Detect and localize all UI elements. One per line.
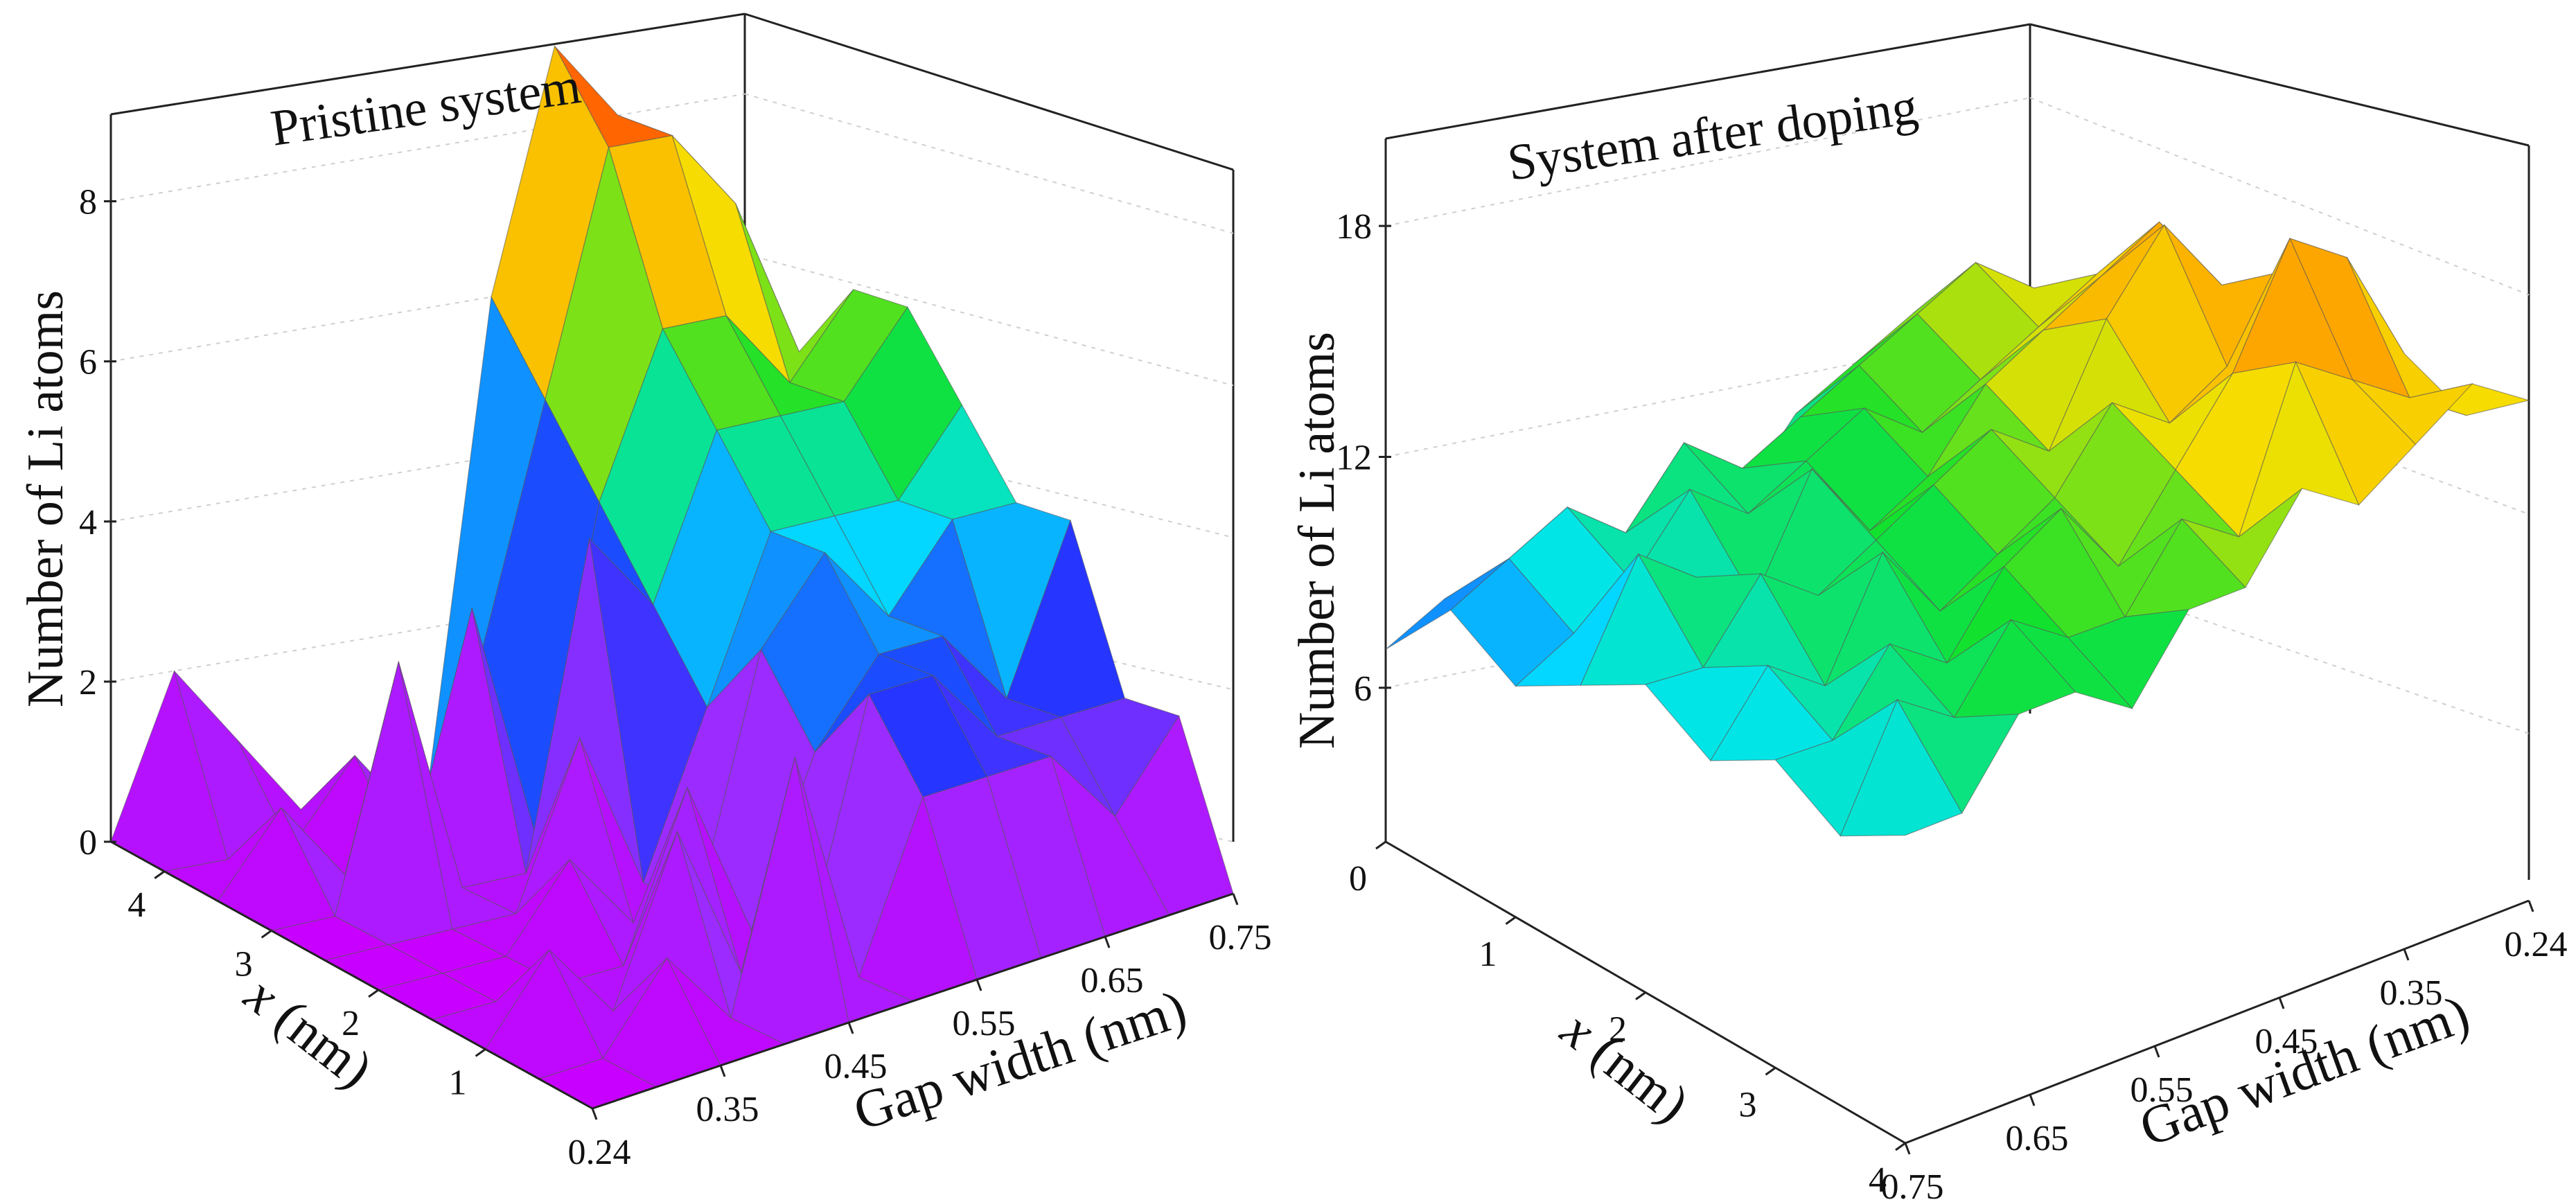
pristine-x-tick-label: 1 bbox=[449, 1063, 467, 1102]
doped-x-tick-mark bbox=[1375, 840, 1386, 850]
pristine-gap-tick-label: 0.24 bbox=[568, 1133, 631, 1172]
pristine-x-tick-mark bbox=[154, 870, 166, 879]
doped-z-gridline bbox=[1385, 328, 2031, 458]
pristine-gap-axis-line bbox=[592, 892, 1234, 1110]
pristine-gap-tick-mark bbox=[719, 1065, 726, 1077]
doped-gap-tick-label: 0.24 bbox=[2505, 925, 2568, 964]
doped-x-tick-label: 0 bbox=[1349, 859, 1367, 899]
pristine-z-gridline-right bbox=[744, 413, 1234, 538]
doped-top-back-edge bbox=[1385, 23, 2031, 140]
doped-x-tick-label: 3 bbox=[1739, 1085, 1757, 1124]
doped-gap-tick-mark bbox=[2153, 1045, 2160, 1058]
doped-x-tick-label: 4 bbox=[1869, 1160, 1887, 1200]
pristine-gap-tick-label: 0.45 bbox=[824, 1047, 888, 1086]
doped-surface-patch bbox=[1840, 698, 1963, 837]
pristine-z-gridline-right bbox=[744, 93, 1234, 234]
doped-gap-tick-label: 0.65 bbox=[2006, 1119, 2069, 1158]
pristine-z-tick-label: 8 bbox=[79, 183, 97, 222]
pristine-x-tick-label: 3 bbox=[235, 944, 253, 984]
doped-gap-tick-label: 0.55 bbox=[2131, 1070, 2194, 1110]
pristine-gap-tick-label: 0.65 bbox=[1081, 961, 1144, 1000]
pristine-z-tick-label: 6 bbox=[79, 343, 97, 382]
pristine-z-gridline bbox=[110, 93, 746, 202]
doped-z-tick-label: 6 bbox=[1354, 669, 1372, 709]
pristine-z-tick-label: 2 bbox=[79, 663, 97, 702]
pristine-gap-tick-mark bbox=[591, 1108, 598, 1120]
pristine-gap-tick-label: 0.75 bbox=[1209, 918, 1272, 957]
doped-gap-tick-mark bbox=[2278, 997, 2285, 1009]
pristine-top-right-edge bbox=[744, 12, 1234, 171]
pristine-gap-tick-mark bbox=[847, 1022, 854, 1034]
pristine-top-back-edge bbox=[110, 12, 746, 116]
doped-z-tick-label: 18 bbox=[1336, 207, 1372, 247]
pristine-z-axis-label: Number of Li atoms bbox=[17, 290, 74, 707]
pristine-gap-tick-label: 0.55 bbox=[953, 1004, 1016, 1043]
doped-x-tick-mark bbox=[1765, 1067, 1776, 1076]
doped-z-gridline bbox=[1385, 558, 2031, 689]
doped-gap-tick-mark bbox=[2403, 948, 2410, 961]
pristine-x-tick-mark bbox=[368, 989, 379, 998]
pristine-x-tick-label: 2 bbox=[342, 1004, 360, 1043]
doped-gap-tick-label: 0.75 bbox=[1881, 1167, 1944, 1202]
doped-x-tick-mark bbox=[1505, 916, 1517, 925]
doped-z-axis-label: Number of Li atoms bbox=[1289, 332, 1346, 749]
doped-x-tick-label: 2 bbox=[1609, 1010, 1627, 1050]
pristine-gap-tick-mark bbox=[1232, 893, 1239, 905]
doped-x-tick-label: 1 bbox=[1479, 935, 1497, 974]
doped-gap-tick-mark bbox=[1904, 1142, 1911, 1155]
doped-x-tick-mark bbox=[1895, 1142, 1906, 1151]
pristine-x-tick-mark bbox=[261, 930, 272, 939]
doped-x-tick-mark bbox=[1635, 991, 1646, 1000]
pristine-gap-tick-mark bbox=[976, 979, 982, 991]
pristine-z-tick-label: 0 bbox=[79, 823, 97, 863]
pristine-z-gridline-right bbox=[744, 573, 1234, 691]
doped-surface bbox=[1385, 221, 2531, 837]
pristine-x-axis-line bbox=[110, 840, 593, 1110]
doped-z-tick-label: 12 bbox=[1336, 438, 1372, 477]
pristine-gap-tick-label: 0.35 bbox=[696, 1090, 759, 1129]
doped-z-gridline-right bbox=[2029, 97, 2530, 296]
doped-back-walls bbox=[1384, 23, 2530, 880]
doped-gap-tick-mark bbox=[2528, 900, 2534, 912]
pristine-surface bbox=[110, 44, 1234, 1109]
pristine-z-gridline-right bbox=[744, 253, 1234, 387]
doped-gap-tick-mark bbox=[2029, 1094, 2036, 1106]
doped-z-gridline bbox=[1385, 97, 2031, 227]
doped-top-right-edge bbox=[2029, 23, 2530, 147]
pristine-x-tick-label: 4 bbox=[127, 885, 145, 925]
doped-gap-tick-label: 0.35 bbox=[2380, 973, 2443, 1013]
pristine-x-tick-mark bbox=[475, 1048, 486, 1057]
doped-gap-axis-line bbox=[1905, 899, 2530, 1144]
pristine-z-tick-label: 4 bbox=[79, 503, 97, 542]
doped-gap-tick-label: 0.45 bbox=[2255, 1022, 2318, 1061]
pristine-gap-tick-mark bbox=[1104, 936, 1111, 948]
